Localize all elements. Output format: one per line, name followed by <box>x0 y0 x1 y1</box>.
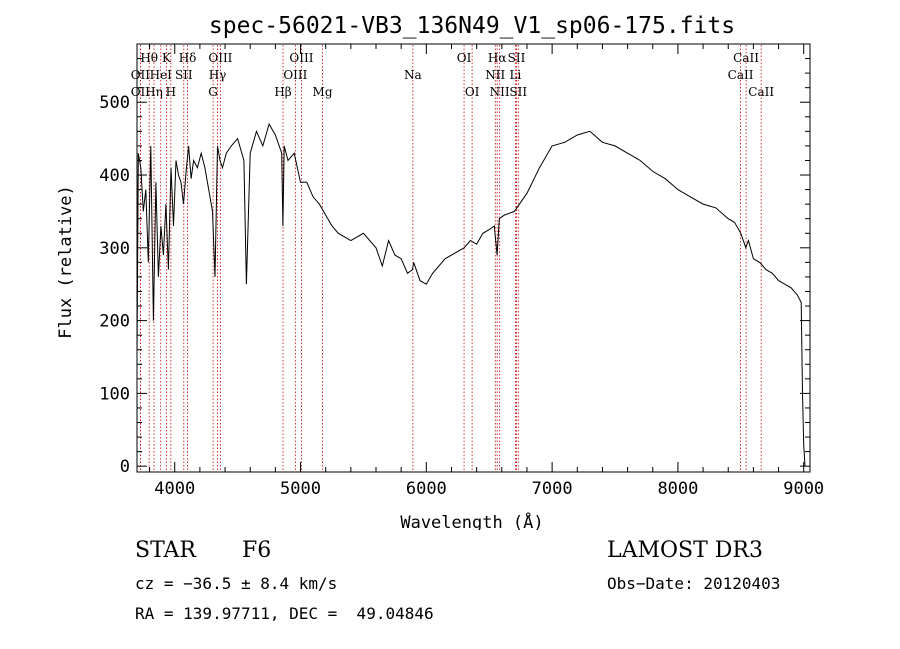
x-axis: 4000 5000 6000 7000 8000 9000 <box>149 44 824 499</box>
line-label: SII <box>175 68 193 82</box>
spectral-line-markers <box>139 45 762 471</box>
line-label: OIII <box>289 51 313 65</box>
survey-name: LAMOST DR3 <box>607 538 763 563</box>
x-axis-label: Wavelength (Å) <box>400 511 543 530</box>
line-label: OIII <box>283 68 307 82</box>
y-tick-label: 400 <box>99 166 130 186</box>
y-tick-label: 200 <box>99 312 130 332</box>
line-label: Hγ <box>209 68 227 82</box>
line-label: NII <box>490 85 510 99</box>
line-label: Li <box>509 68 521 82</box>
y-tick-label: 0 <box>120 457 130 477</box>
spectral-subclass: F6 <box>242 538 272 563</box>
x-tick-label: 8000 <box>657 479 698 499</box>
coordinates-line: RA = 139.97711, DEC = 49.04846 <box>135 604 434 623</box>
x-tick-label: 5000 <box>280 479 321 499</box>
line-label: CaII <box>728 68 754 82</box>
line-label: K <box>162 51 172 65</box>
y-tick-label: 100 <box>99 384 130 404</box>
x-tick-label: 7000 <box>532 479 573 499</box>
line-label: Hβ <box>274 85 291 99</box>
x-tick-label: 6000 <box>406 479 447 499</box>
line-label: SII <box>508 51 526 65</box>
y-axis-label: Flux (relative) <box>56 185 76 339</box>
line-label: OII <box>131 68 151 82</box>
spectrum-chart: spec-56021-VB3_136N49_V1_sp06-175.fits H… <box>56 13 824 530</box>
line-label: OII <box>131 85 151 99</box>
line-label: Hθ <box>140 51 158 65</box>
y-tick-label: 500 <box>99 93 130 113</box>
line-label: CaII <box>733 51 759 65</box>
x-tick-label: 9000 <box>783 479 824 499</box>
line-label: Hδ <box>179 51 197 65</box>
spectrum-line <box>136 122 806 467</box>
object-class: STAR <box>135 538 196 563</box>
line-label: Na <box>404 68 422 82</box>
line-label: HeI <box>150 68 173 82</box>
line-label: OI <box>457 51 472 65</box>
y-tick-label: 300 <box>99 239 130 259</box>
line-label: G <box>208 85 218 99</box>
line-label: Hη <box>145 85 163 99</box>
observation-date: Obs−Date: 20120403 <box>607 574 781 593</box>
line-label: NII <box>485 68 505 82</box>
line-label: CaII <box>748 85 774 99</box>
chart-title: spec-56021-VB3_136N49_V1_sp06-175.fits <box>209 13 735 39</box>
redshift-line: cz = −36.5 ± 8.4 km/s <box>135 574 338 593</box>
line-label: OIII <box>208 51 232 65</box>
line-label: SII <box>509 85 527 99</box>
plot-frame <box>136 43 811 473</box>
line-label: OI <box>465 85 480 99</box>
line-label: H <box>166 85 176 99</box>
line-label: Mg <box>313 85 333 99</box>
y-axis: 0 100 200 300 400 500 <box>99 58 810 477</box>
line-label: Hα <box>488 51 507 65</box>
x-tick-label: 4000 <box>154 479 195 499</box>
